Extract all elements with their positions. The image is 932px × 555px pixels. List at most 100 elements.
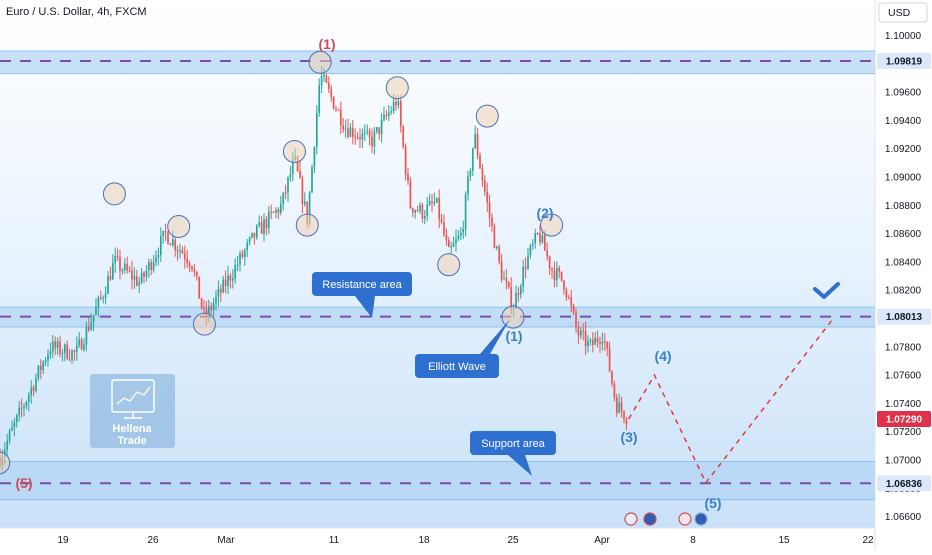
us-flag-icon[interactable] xyxy=(678,512,692,526)
candle-body xyxy=(188,262,191,267)
time-tick-label: 8 xyxy=(690,535,696,546)
candle-body xyxy=(551,268,553,271)
candle-body xyxy=(126,263,129,271)
candle-body xyxy=(287,177,289,193)
candle-body xyxy=(339,109,342,126)
candle-body xyxy=(395,101,397,106)
price-tick-label: 1.10000 xyxy=(885,31,922,42)
zones-layer xyxy=(0,50,875,501)
candle-body xyxy=(402,126,405,147)
candle-body xyxy=(344,128,347,130)
event-icons[interactable] xyxy=(624,512,708,526)
candle-body xyxy=(145,270,148,277)
eu-flag-icon[interactable] xyxy=(694,512,708,526)
candle-body xyxy=(56,341,59,348)
candle-body xyxy=(263,219,265,234)
candle-body xyxy=(625,419,628,424)
candle-body xyxy=(503,278,505,280)
candle-body xyxy=(608,348,611,372)
candle-body xyxy=(143,272,145,277)
callout-label: Support area xyxy=(481,438,545,450)
check-mark-icon xyxy=(813,282,840,299)
swing-marker xyxy=(540,213,564,237)
candle-body xyxy=(212,303,215,310)
candle-body xyxy=(440,219,443,223)
candle-body xyxy=(558,268,561,272)
candle-body xyxy=(116,256,119,258)
candle-body xyxy=(392,101,395,112)
eu-flag-icon[interactable] xyxy=(643,512,657,526)
zone-band-0 xyxy=(0,50,875,74)
candle-body xyxy=(618,402,621,413)
candle-body xyxy=(239,253,241,265)
candle-body xyxy=(301,178,304,205)
candle-body xyxy=(623,411,625,420)
candle-body xyxy=(325,75,328,83)
time-tick-label: 18 xyxy=(418,535,430,546)
callout-box xyxy=(415,354,499,378)
candle-body xyxy=(138,282,141,286)
candle-body xyxy=(606,341,609,349)
wave-label: (3) xyxy=(620,429,637,445)
candle-body xyxy=(507,282,510,287)
candle-body xyxy=(510,286,513,310)
candle-body xyxy=(171,239,174,246)
eu-flag-icon[interactable] xyxy=(624,512,638,526)
candle-body xyxy=(615,397,618,413)
candle-body xyxy=(198,276,201,299)
candle-body xyxy=(95,307,97,316)
candle-body xyxy=(476,133,479,156)
candle-body xyxy=(109,275,112,280)
price-tick-label: 1.07800 xyxy=(885,342,922,353)
candle-body xyxy=(8,430,11,441)
candle-body xyxy=(591,339,594,345)
currency-button[interactable]: USD xyxy=(878,2,928,23)
level-price-label: 1.08013 xyxy=(886,312,923,323)
axis-layer: 1.100001.098001.096001.094001.092001.090… xyxy=(57,31,931,546)
candle-body xyxy=(186,259,189,263)
swing-marker xyxy=(437,253,461,277)
last-price-tag xyxy=(877,411,931,428)
candle-body xyxy=(104,293,107,298)
candle-body xyxy=(467,176,469,195)
candle-body xyxy=(426,204,429,217)
swing-marker xyxy=(102,182,126,206)
candle-body xyxy=(500,261,503,280)
candles-layer xyxy=(0,66,628,471)
swing-marker xyxy=(192,312,216,336)
candle-body xyxy=(152,262,155,270)
candle-body xyxy=(491,217,493,227)
candle-body xyxy=(366,131,369,133)
callout-pointer xyxy=(508,455,532,476)
candle-body xyxy=(315,113,318,148)
candle-body xyxy=(407,174,409,182)
swing-marker xyxy=(475,104,499,128)
candle-body xyxy=(399,100,402,127)
price-tick-label: 1.06600 xyxy=(885,512,922,523)
candle-body xyxy=(229,275,232,281)
candle-body xyxy=(380,119,383,135)
time-axis-background xyxy=(0,528,932,550)
time-tick-label: 11 xyxy=(329,535,340,546)
candle-body xyxy=(83,344,85,350)
swing-marker xyxy=(295,213,319,237)
candle-body xyxy=(215,296,217,304)
candle-body xyxy=(373,131,376,147)
candle-body xyxy=(176,250,179,252)
candle-body xyxy=(255,225,258,238)
candle-body xyxy=(363,132,366,134)
candle-body xyxy=(44,360,47,362)
candle-body xyxy=(51,341,54,352)
price-tick-label: 1.08400 xyxy=(885,257,922,268)
candle-body xyxy=(356,136,359,138)
candle-body xyxy=(162,230,165,237)
candle-body xyxy=(486,191,489,203)
candle-body xyxy=(387,112,390,117)
candle-body xyxy=(210,306,213,310)
candle-body xyxy=(596,337,599,343)
candle-body xyxy=(375,127,378,132)
price-tick-label: 1.08200 xyxy=(885,286,922,297)
candle-body xyxy=(435,197,438,203)
candle-body xyxy=(385,114,388,117)
candle-body xyxy=(553,270,556,281)
